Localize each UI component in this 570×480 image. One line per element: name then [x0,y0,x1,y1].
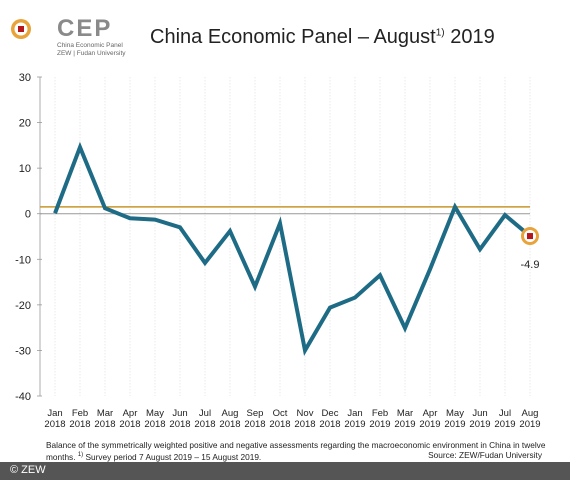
x-tick-label: Feb 2019 [369,408,391,430]
logo-affiliation: ZEW | Fudan University [57,50,126,57]
footnote-text: Balance of the symmetrically weighted po… [46,440,546,462]
x-tick-label: Nov 2018 [294,408,316,430]
source: Source: ZEW/Fudan University [428,450,542,460]
footnote: Balance of the symmetrically weighted po… [46,440,546,462]
x-tick-label: Sep 2018 [244,408,266,430]
y-tick-label: -30 [15,345,31,357]
footnote-survey: Survey period 7 August 2019 – 15 August … [85,451,262,462]
logo-subtitle: China Economic Panel [57,42,123,49]
y-tick-label: -40 [15,391,31,403]
y-tick-label: -10 [15,254,31,266]
y-tick-label: 0 [25,209,31,221]
title-text: China Economic Panel – August [150,26,436,48]
x-tick-label: Jun 2018 [169,408,191,430]
x-tick-label: Mar 2018 [94,408,116,430]
data-line [53,141,532,357]
x-tick-label: Aug 2019 [519,408,541,430]
y-tick-label: 10 [19,163,31,175]
x-tick-label: Jan 2018 [44,408,66,430]
x-tick-label: May 2019 [444,408,466,430]
footnote-mark: 1) [77,452,84,458]
footer-bar: © ZEW [0,462,570,480]
title-note: 1) [435,27,445,39]
x-tick-label: Apr 2019 [419,408,441,430]
x-tick-label: Oct 2018 [269,408,291,430]
x-tick-label: Aug 2018 [219,408,241,430]
x-tick-label: Jul 2018 [194,408,216,430]
x-tick-label: Dec 2018 [319,408,341,430]
title-year: 2019 [450,26,495,48]
logo: CEP [57,15,113,42]
y-tick-label: 20 [19,118,31,130]
x-tick-label: May 2018 [144,408,166,430]
logo-core [18,26,24,32]
copyright: © ZEW [10,464,46,476]
chart: -40 -30 -20 -10 0 10 20 30 -4.9 [11,19,540,403]
x-tick-label: Jan 2019 [344,408,366,430]
y-tick-label: -20 [15,300,31,312]
x-tick-label: Jul 2019 [494,408,516,430]
x-tick-label: Jun 2019 [469,408,491,430]
x-tick-label: Feb 2018 [69,408,91,430]
y-tick-label: 30 [19,72,31,84]
x-tick-label: Apr 2018 [119,408,141,430]
value-label: -4.9 [521,259,540,271]
x-tick-label: Mar 2019 [394,408,416,430]
last-point-core [527,233,533,240]
chart-title: China Economic Panel – August1) 2019 [150,26,495,49]
